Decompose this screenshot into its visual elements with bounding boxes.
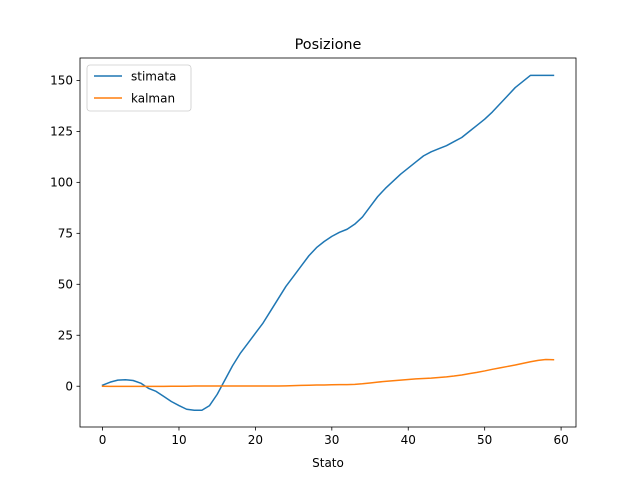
chart-title: Posizione [295,37,362,53]
x-tick-label: 60 [553,433,568,447]
x-tick-label: 40 [401,433,416,447]
x-tick-label: 50 [477,433,492,447]
y-tick-label: 75 [58,227,73,241]
x-tick-label: 30 [324,433,339,447]
legend-label-stimata: stimata [131,70,176,84]
y-tick-label: 125 [50,125,73,139]
x-tick-label: 20 [248,433,263,447]
y-tick-label: 100 [50,176,73,190]
y-tick-label: 0 [65,379,73,393]
y-tick-label: 25 [58,328,73,342]
legend-label-kalman: kalman [131,92,175,106]
x-tick-label: 10 [171,433,186,447]
legend: stimata kalman [86,64,192,112]
axes-ticks: 0 10 20 30 40 50 60 0 25 50 75 100 125 150 [50,74,569,447]
y-tick-label: 150 [50,74,73,88]
x-axis-label: Stato [312,456,344,470]
plot-area [101,74,555,412]
axes-frame [79,57,577,428]
series-line-stimata [101,74,555,412]
y-tick-label: 50 [58,277,73,291]
series-line-kalman [101,358,555,388]
x-tick-label: 0 [99,433,107,447]
